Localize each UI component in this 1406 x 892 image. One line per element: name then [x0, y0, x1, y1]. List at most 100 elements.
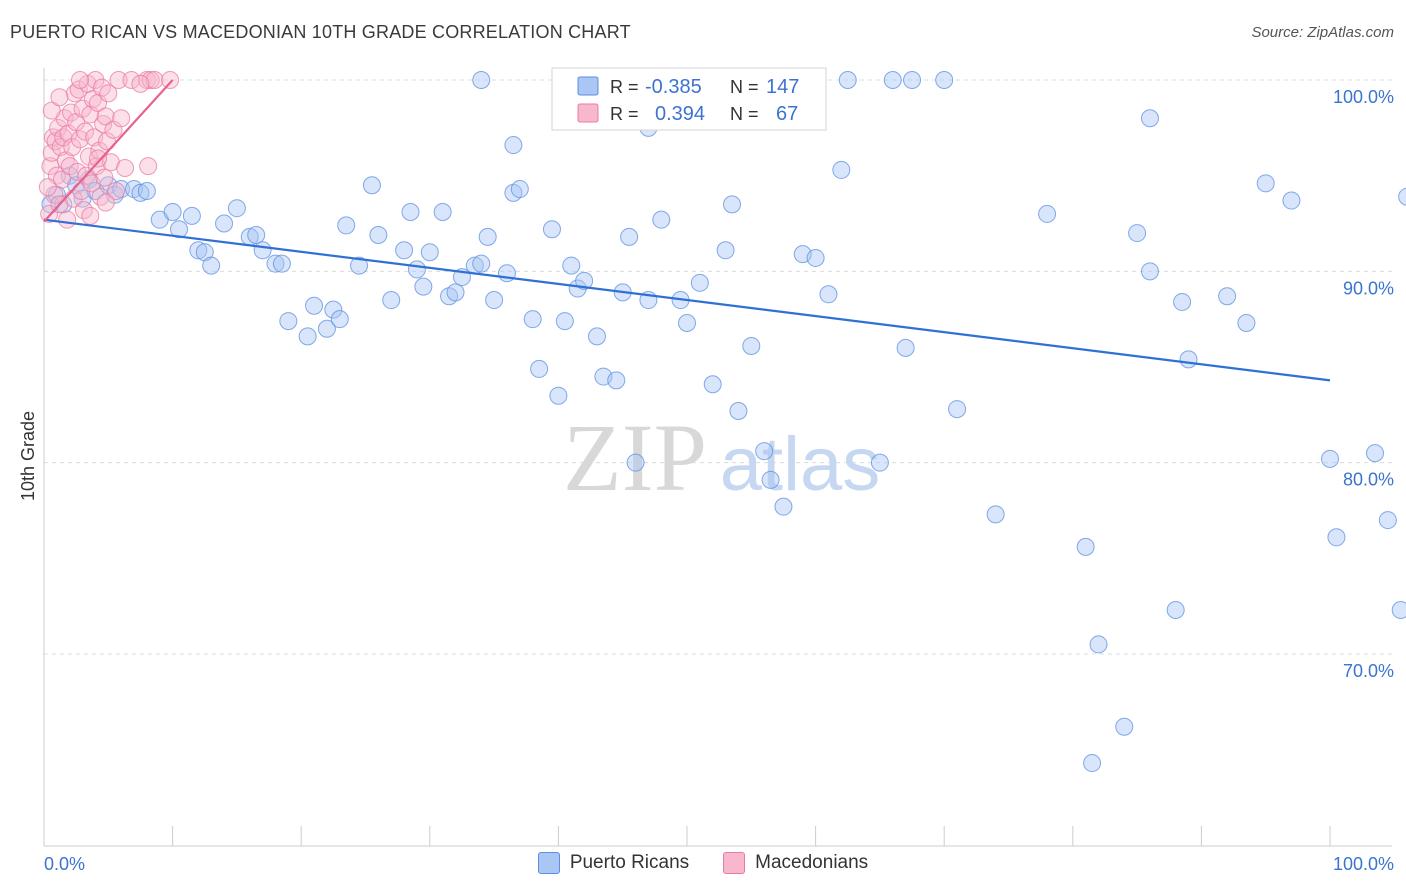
point-macedonians-40 [91, 187, 110, 206]
point-puerto-ricans-109 [1218, 287, 1237, 306]
point-puerto-ricans-105 [1128, 224, 1147, 243]
point-macedonians-4 [45, 185, 64, 204]
point-puerto-ricans-112 [1282, 191, 1301, 210]
point-puerto-ricans-40 [279, 312, 298, 331]
point-puerto-ricans-107 [1166, 600, 1185, 619]
point-macedonians-66 [131, 74, 150, 93]
trend-lines [43, 79, 1331, 382]
stats-n-value-pink: 67 [776, 103, 798, 125]
point-puerto-ricans-95 [806, 248, 825, 267]
point-puerto-ricans-96 [819, 285, 838, 304]
y-axis-label: 10th Grade [18, 411, 38, 501]
stats-n-value-blue: 147 [766, 76, 799, 98]
trendline-macedonians [43, 79, 174, 223]
point-puerto-ricans-42 [305, 296, 324, 315]
y-tick-labels: 70.0% 80.0% 90.0% 100.0% [1333, 87, 1394, 681]
stats-r-label-blue: R = [610, 77, 639, 97]
point-puerto-ricans-100 [948, 400, 967, 419]
point-puerto-ricans-101 [986, 505, 1005, 524]
point-macedonians-22 [68, 162, 87, 181]
point-puerto-ricans-51 [395, 241, 414, 260]
point-puerto-ricans-46 [337, 216, 356, 235]
point-macedonians-14 [58, 210, 77, 229]
point-puerto-ricans-85 [690, 273, 709, 292]
point-macedonians-60 [122, 71, 141, 89]
point-puerto-ricans-114 [1327, 528, 1346, 547]
point-puerto-ricans-37 [253, 241, 272, 260]
point-puerto-ricans-45 [330, 310, 349, 329]
point-puerto-ricans-39 [272, 254, 291, 273]
point-puerto-ricans-111 [1256, 174, 1275, 193]
watermark-atlas: atlas [720, 422, 881, 507]
point-puerto-ricans-7 [935, 71, 954, 89]
y-tick-label-80: 80.0% [1343, 470, 1394, 490]
point-puerto-ricans-30 [189, 241, 208, 260]
point-macedonians-49 [107, 181, 126, 200]
point-puerto-ricans-116 [1378, 511, 1397, 530]
point-puerto-ricans-108 [1179, 350, 1198, 369]
point-puerto-ricans-61 [472, 254, 491, 273]
point-puerto-ricans-90 [742, 336, 761, 355]
point-macedonians-65 [161, 71, 180, 89]
stats-r-value-blue: -0.385 [645, 76, 702, 98]
axes [43, 68, 1392, 847]
point-puerto-ricans-87 [716, 241, 735, 260]
y-tick-label-100: 100.0% [1333, 87, 1394, 107]
stats-n-label-blue: N = [730, 77, 759, 97]
point-puerto-ricans-80 [626, 453, 645, 472]
stats-n-label-pink: N = [730, 104, 759, 124]
legend-item-puerto-ricans: Puerto Ricans [537, 852, 689, 874]
point-puerto-ricans-36 [247, 225, 266, 244]
point-puerto-ricans-73 [568, 279, 587, 298]
point-puerto-ricans-118 [1398, 187, 1406, 206]
point-puerto-ricans-47 [350, 256, 369, 275]
x-tick-label-min: 0.0% [44, 854, 85, 874]
point-macedonians-46 [99, 84, 118, 103]
point-puerto-ricans-10 [504, 136, 523, 155]
trendline-puerto-ricans [43, 218, 1331, 382]
grid-lines [44, 79, 1392, 655]
point-macedonians-18 [63, 137, 82, 156]
point-puerto-ricans-82 [652, 210, 671, 229]
point-puerto-ricans-34 [227, 199, 246, 218]
point-puerto-ricans-138 [1115, 717, 1134, 736]
point-puerto-ricans-72 [562, 256, 581, 275]
point-puerto-ricans-102 [1038, 204, 1057, 223]
point-puerto-ricans-38 [266, 254, 285, 273]
legend-item-macedonians: Macedonians [723, 852, 868, 874]
point-puerto-ricans-113 [1321, 449, 1339, 468]
legend-swatch-blue [537, 852, 560, 874]
point-puerto-ricans-33 [215, 214, 234, 233]
point-puerto-ricans-54 [414, 277, 433, 296]
stats-legend: R = -0.385 N = 147 R = 0.394 N = 67 [551, 67, 827, 131]
point-macedonians-23 [69, 80, 88, 99]
point-puerto-ricans-14 [54, 195, 73, 214]
point-puerto-ricans-84 [678, 313, 696, 332]
point-puerto-ricans-103 [1076, 537, 1095, 556]
point-puerto-ricans-139 [1083, 754, 1102, 773]
point-puerto-ricans-28 [170, 220, 189, 239]
point-puerto-ricans-91 [755, 442, 774, 461]
point-puerto-ricans-62 [478, 227, 497, 246]
point-macedonians-53 [38, 178, 57, 197]
point-macedonians-36 [86, 71, 105, 89]
point-puerto-ricans-89 [729, 402, 748, 421]
point-puerto-ricans-75 [587, 327, 606, 346]
point-macedonians-52 [116, 159, 135, 178]
point-puerto-ricans-79 [620, 227, 639, 246]
point-macedonians-31 [80, 147, 99, 166]
stats-r-value-pink: 0.394 [655, 103, 705, 125]
point-macedonians-1 [41, 157, 60, 176]
point-puerto-ricans-77 [607, 371, 626, 390]
point-puerto-ricans-66 [510, 180, 529, 199]
point-puerto-ricans-71 [555, 312, 574, 331]
point-puerto-ricans-49 [369, 225, 388, 244]
point-puerto-ricans-117 [1391, 600, 1406, 619]
point-macedonians-10 [53, 170, 72, 189]
point-puerto-ricans-24 [131, 183, 150, 202]
y-tick-label-70: 70.0% [1343, 661, 1394, 681]
point-puerto-ricans-5 [883, 71, 902, 89]
point-macedonians-28 [76, 122, 95, 141]
point-puerto-ricans-97 [832, 160, 851, 179]
point-macedonians-63 [145, 71, 164, 89]
